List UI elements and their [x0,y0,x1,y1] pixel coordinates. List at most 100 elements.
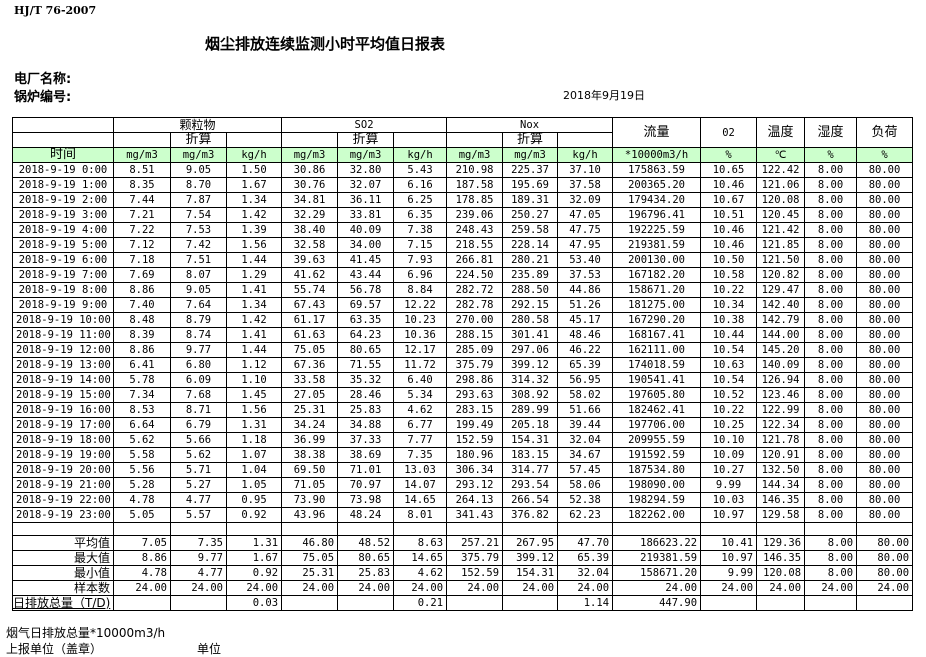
row-label: 2018-9-19 21:00 [12,477,114,493]
row-label: 2018-9-19 22:00 [12,492,114,508]
table-cell: 6.25 [393,192,448,208]
table-cell: 80.00 [856,237,914,253]
table-cell: 8.86 [113,550,171,566]
table-cell: 34.00 [337,237,395,253]
table-cell [170,522,227,536]
table-cell: 80.00 [856,417,914,433]
table-cell: 10.52 [700,387,758,403]
table-cell: 75.05 [281,342,339,358]
table-cell: 198294.59 [612,492,702,508]
table-cell [337,595,395,611]
table-cell: 129.58 [756,507,806,523]
table-cell: 152.59 [446,565,504,581]
table-cell: 38.40 [281,222,339,238]
unit-label: 单位 [197,642,222,656]
table-cell: 293.12 [446,477,504,493]
unit-cell: mg/m3 [281,147,339,163]
table-cell: 280.21 [502,252,559,268]
table-cell: 67.43 [281,297,339,313]
table-cell: 4.78 [113,565,171,581]
table-cell: 8.00 [804,447,858,463]
table-cell: 10.03 [700,492,758,508]
table-cell: 43.96 [281,507,339,523]
table-cell: 121.06 [756,177,806,193]
table-cell: 5.43 [393,162,448,178]
table-cell: 46.22 [557,342,614,358]
header-particulate-converted: 折算 [170,132,227,148]
table-cell: 264.13 [446,492,504,508]
table-cell: 41.62 [281,267,339,283]
table-cell: 158671.20 [612,565,702,581]
table-cell: 37.53 [557,267,614,283]
table-row: 2018-9-19 3:00 7.21 7.54 1.42 32.29 33.81 6.35… [12,207,914,223]
table-cell: 9.99 [700,565,758,581]
table-cell: 30.76 [281,177,339,193]
table-cell: 280.58 [502,312,559,328]
table-cell: 293.54 [502,477,559,493]
table-cell [281,522,339,536]
table-cell: 73.98 [337,492,395,508]
table-cell: 209955.59 [612,432,702,448]
table-cell: 80.00 [856,192,914,208]
table-cell: 5.58 [113,447,171,463]
table-row: 2018-9-19 8:00 8.86 9.05 1.41 55.74 56.78 8.84… [12,282,914,298]
table-cell: 168167.41 [612,327,702,343]
table-cell: 179434.20 [612,192,702,208]
table-cell: 259.58 [502,222,559,238]
table-cell [502,595,559,611]
table-cell: 10.63 [700,357,758,373]
table-cell: 39.44 [557,417,614,433]
table-cell: 8.63 [393,535,448,551]
table-cell: 7.34 [113,387,171,403]
table-cell: 30.86 [281,162,339,178]
table-cell: 7.38 [393,222,448,238]
table-cell: 9.99 [700,477,758,493]
header-blank [12,117,114,133]
table-cell: 25.83 [337,402,395,418]
table-cell: 266.81 [446,252,504,268]
table-cell: 8.00 [804,550,858,566]
unit-cell: mg/m3 [502,147,559,163]
table-cell: 283.15 [446,402,504,418]
table-cell [113,595,171,611]
table-cell: 1.42 [225,207,283,223]
table-cell: 58.06 [557,477,614,493]
table-row: 2018-9-19 5:00 7.12 7.42 1.56 32.58 34.00 7.15… [12,237,914,253]
table-cell: 122.42 [756,162,806,178]
table-cell: 80.00 [856,432,914,448]
table-cell: 6.79 [170,417,227,433]
table-cell: 1.31 [225,535,283,551]
table-cell: 32.80 [337,162,395,178]
table-cell: 24.00 [557,580,614,596]
table-cell: 199.49 [446,417,504,433]
table-cell: 48.24 [337,507,395,523]
table-cell: 219381.59 [612,237,702,253]
table-cell: 8.86 [113,342,171,358]
unit-cell: % [804,147,858,163]
table-cell: 298.86 [446,372,504,388]
table-cell: 308.92 [502,387,559,403]
table-cell: 146.35 [756,492,806,508]
table-cell: 34.88 [337,417,395,433]
table-cell: 7.93 [393,252,448,268]
table-cell [337,522,395,536]
table-cell: 8.00 [804,477,858,493]
table-cell: 80.00 [856,550,914,566]
table-cell: 7.69 [113,267,171,283]
row-label: 2018-9-19 23:00 [12,507,114,523]
table-cell: 8.70 [170,177,227,193]
table-cell: 1.04 [225,462,283,478]
table-cell: 250.27 [502,207,559,223]
unit-cell: kg/h [225,147,283,163]
table-cell: 61.17 [281,312,339,328]
table-cell: 8.00 [804,357,858,373]
table-cell: 7.22 [113,222,171,238]
row-label: 2018-9-19 20:00 [12,462,114,478]
table-cell: 192225.59 [612,222,702,238]
table-row: 2018-9-19 12:00 8.86 9.77 1.44 75.05 80.65 12.… [12,342,914,358]
table-cell: 183.15 [502,447,559,463]
row-label: 2018-9-19 14:00 [12,372,114,388]
table-cell: 24.00 [756,580,806,596]
stat-row: 样本数 24.00 24.00 24.00 24.00 24.00 24.00 24.00 24… [12,580,914,596]
table-row: 2018-9-19 7:00 7.69 8.07 1.29 41.62 43.44 6.96… [12,267,914,283]
